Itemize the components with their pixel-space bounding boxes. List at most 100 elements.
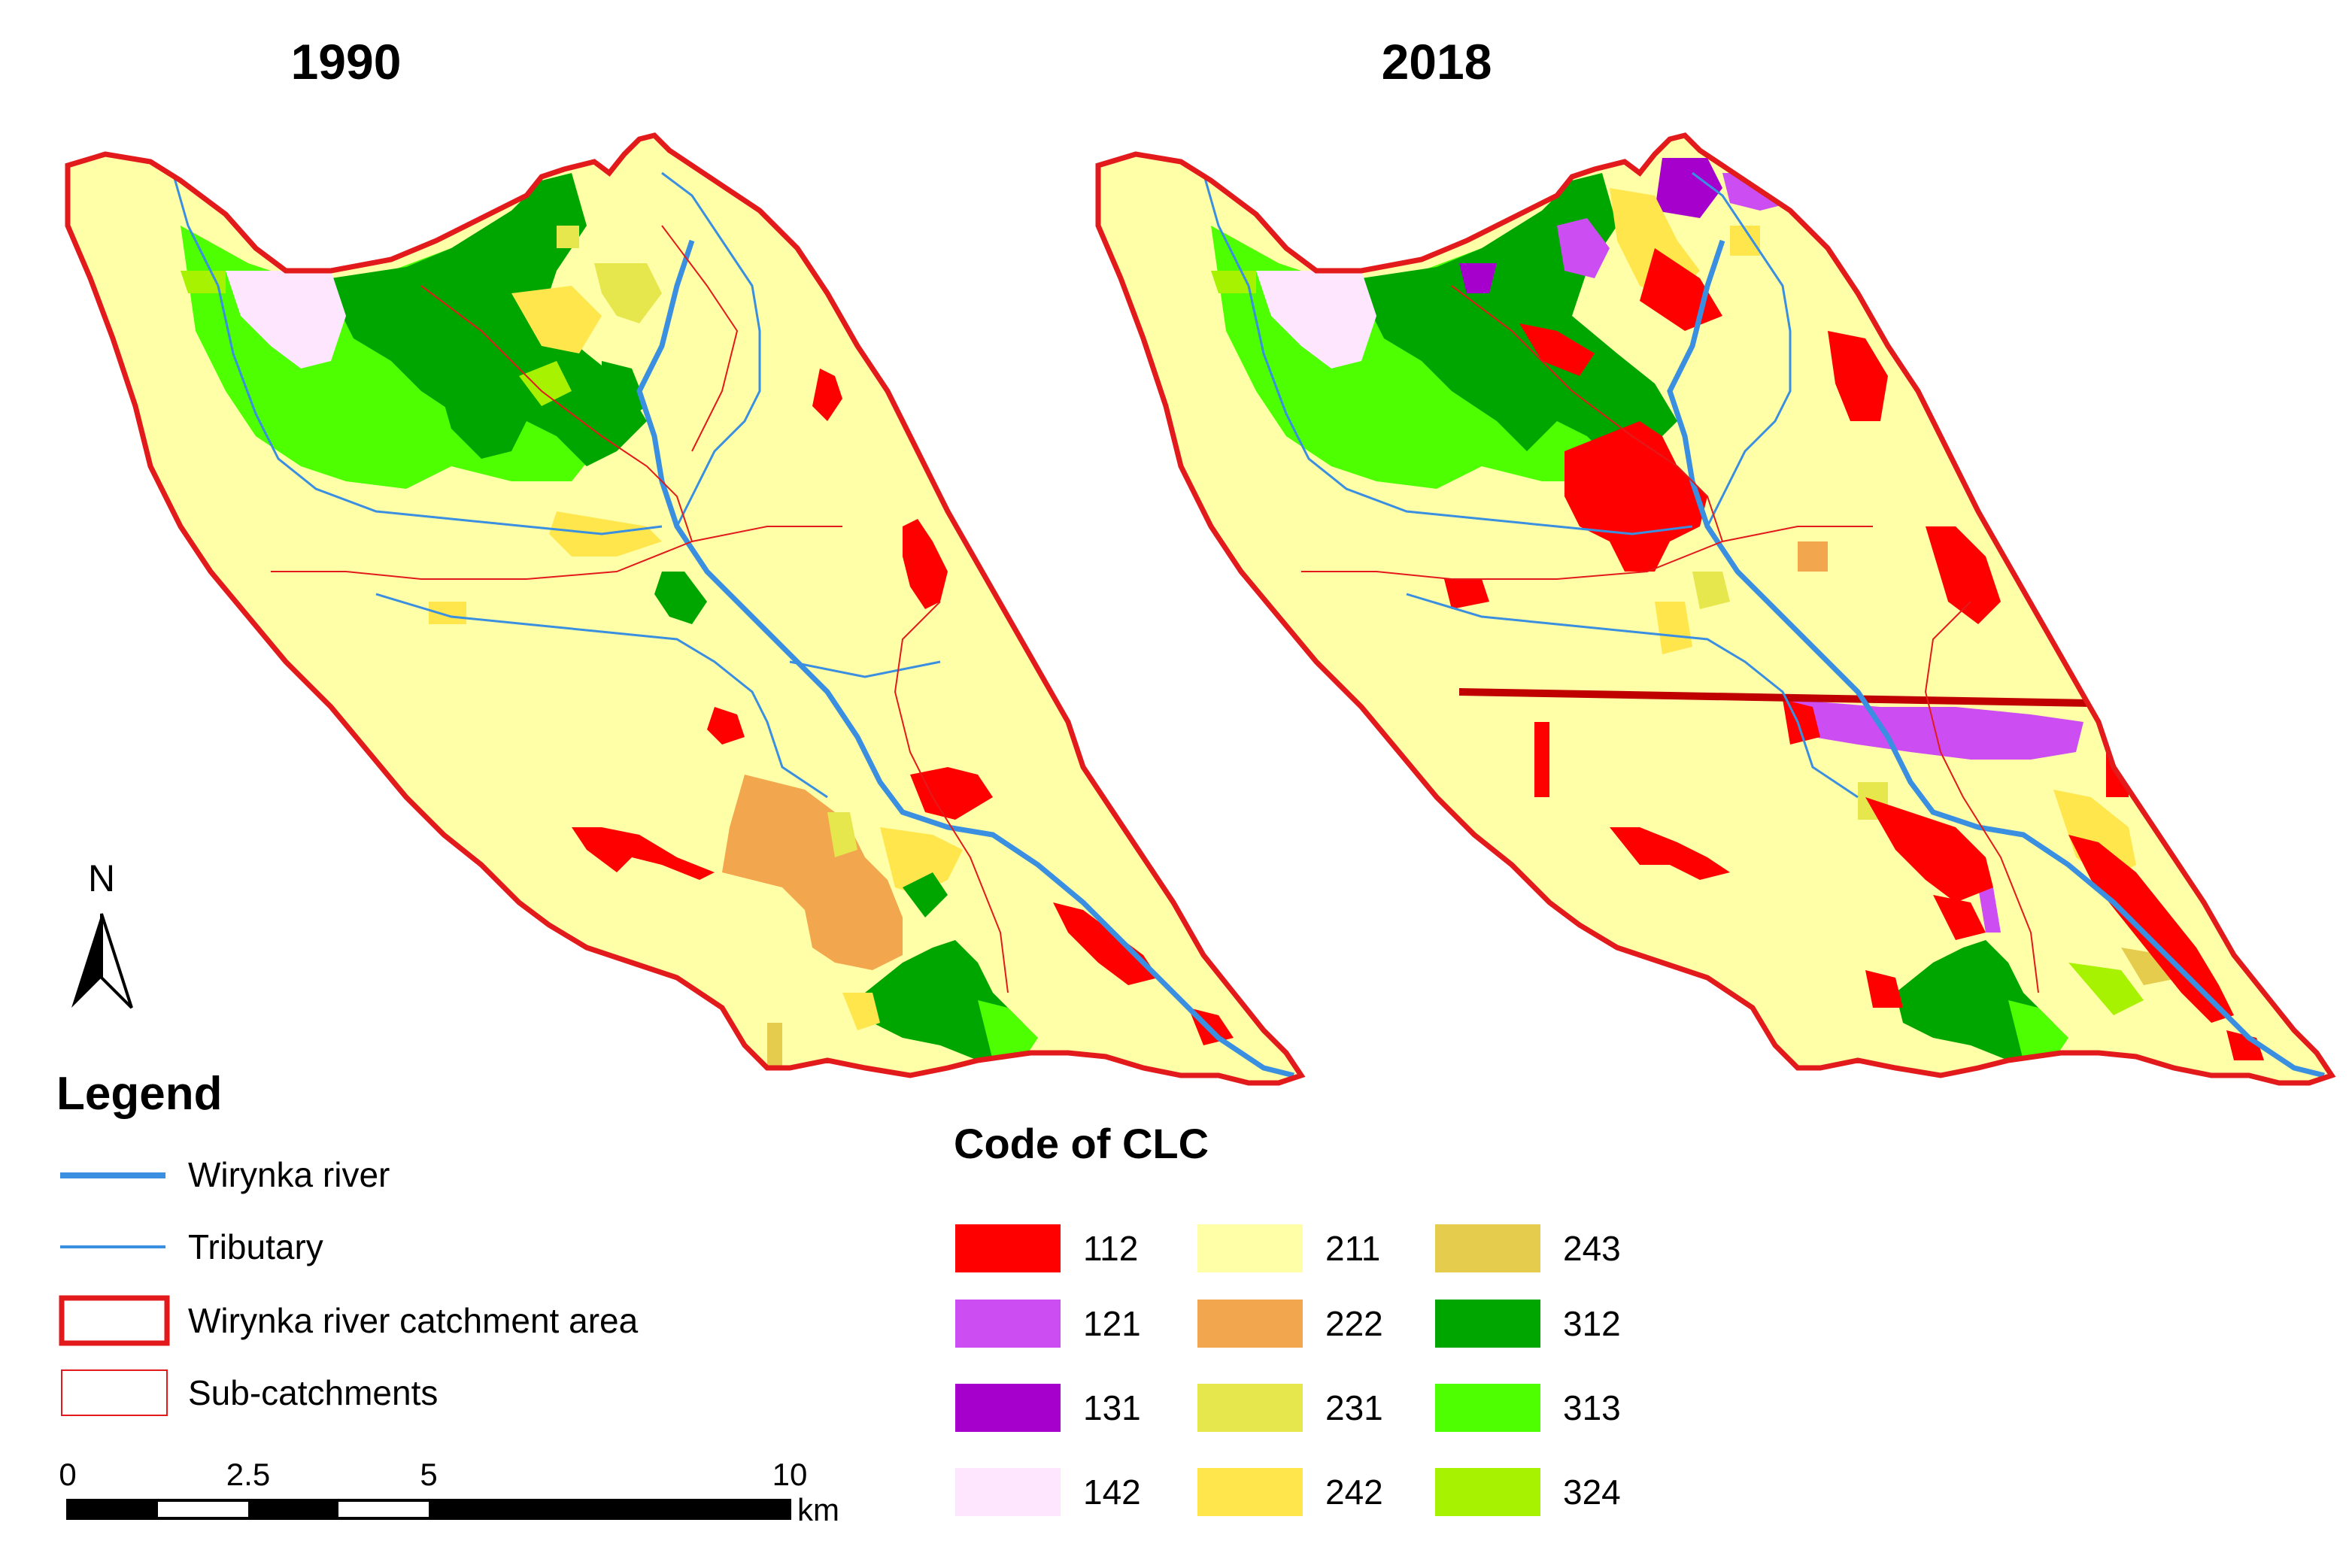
clc-231-patch	[1692, 572, 1730, 609]
clc-swatch-231	[1197, 1384, 1303, 1432]
legend-title: Legend	[56, 1068, 222, 1120]
clc-112-road	[1459, 688, 2091, 707]
tributary	[1202, 172, 1693, 535]
clc-112-patch	[1564, 421, 1707, 572]
scale-bar: 0 2.5 5 10 km	[59, 1457, 839, 1527]
north-arrow-right-half	[100, 913, 133, 1009]
sub-catchment	[1924, 601, 2039, 993]
north-label: N	[88, 857, 115, 899]
clc-242-patch	[1655, 602, 1692, 654]
wirynka-river	[1667, 239, 2325, 1078]
legend-label-sub-catchments: Sub-catchments	[188, 1373, 438, 1412]
clc-112-patch	[572, 827, 715, 880]
clc-222-patch	[722, 775, 903, 970]
clc-112-patch	[1865, 970, 1903, 1008]
clc-242-patch	[429, 602, 466, 624]
clc-code-112: 112	[1083, 1229, 1138, 1268]
clc-324-patch	[519, 361, 572, 406]
clc-112-patch	[1926, 526, 2001, 624]
clc-112-patch	[1610, 827, 1730, 880]
map-title-1990: 1990	[291, 34, 402, 89]
clc-112-patch	[1933, 895, 1986, 940]
clc-112-patch	[1534, 722, 1549, 797]
clc-231-patch	[827, 812, 857, 857]
clc-swatch-112	[955, 1224, 1061, 1272]
clc-142-patch	[226, 271, 346, 368]
sub-catchment	[661, 225, 739, 452]
tributary	[1692, 171, 1792, 527]
clc-swatch-242	[1197, 1468, 1303, 1516]
sub-catchment	[894, 601, 1009, 993]
clc-312-patch	[903, 872, 948, 917]
clc-243-patch	[767, 1023, 782, 1068]
clc-swatch-121	[955, 1300, 1061, 1348]
clc-242-patch	[1730, 226, 1760, 256]
clc-112-patch	[2068, 835, 2234, 1023]
map-title-2018: 2018	[1382, 34, 1492, 89]
wirynka-river	[636, 239, 1294, 1078]
clc-242-patch	[511, 286, 602, 353]
clc-code-231: 231	[1325, 1388, 1383, 1427]
clc-242-patch	[842, 993, 880, 1030]
tributary	[375, 593, 828, 799]
clc-313-patch	[978, 1000, 1038, 1060]
clc-121-patch	[1790, 699, 2083, 760]
map-2018: 2018	[1095, 34, 2336, 1086]
legend-symbol-catchment	[59, 1295, 170, 1346]
tributary	[661, 171, 761, 527]
catchment-boundary-2018	[1095, 132, 2336, 1086]
clc-231-patch	[594, 263, 662, 323]
tributary	[171, 172, 663, 535]
scale-unit: km	[797, 1492, 839, 1527]
legend-label-wirynka-river: Wirynka river	[188, 1155, 390, 1194]
clc-code-131: 131	[1083, 1388, 1141, 1427]
scale-segment-5	[429, 1500, 790, 1518]
scale-segment-3	[248, 1500, 338, 1518]
scale-tick-2-5: 2.5	[226, 1457, 270, 1492]
clc-legend: Code of CLC 112 121 131 142 211 222 231 242 243 3…	[954, 1120, 1621, 1516]
north-arrow-left-half	[71, 914, 102, 1008]
tributary	[789, 660, 941, 678]
clc-code-312: 312	[1563, 1304, 1621, 1343]
clc-222-patch	[1798, 541, 1828, 572]
clc-code-324: 324	[1563, 1472, 1621, 1512]
legend-symbol-sub-catchments	[61, 1369, 168, 1416]
clc-112-patch	[1865, 797, 1993, 902]
clc-131-patch	[1459, 263, 1497, 293]
clc-112-patch	[910, 767, 993, 820]
clc-312-patch	[602, 361, 647, 421]
clc-swatches: 112 121 131 142 211 222 231 242 243 312 313 324	[955, 1224, 1621, 1516]
legend-label-catchment: Wirynka river catchment area	[188, 1301, 639, 1340]
clc-title: Code of CLC	[954, 1120, 1209, 1167]
clc-112-patch	[707, 707, 745, 745]
clc-121-patch	[1978, 887, 2001, 933]
clc-code-242: 242	[1325, 1472, 1383, 1512]
scale-segment-1	[68, 1500, 158, 1518]
clc-112-patch	[1828, 331, 1888, 421]
clc-swatch-324	[1435, 1468, 1540, 1516]
catchment-boundary-1990	[65, 132, 1306, 1086]
clc-code-313: 313	[1563, 1388, 1621, 1427]
legend: Legend Wirynka river Tributary Wirynka r…	[56, 1068, 639, 1416]
clc-code-211: 211	[1325, 1229, 1380, 1268]
clc-112-patch	[1444, 579, 1489, 609]
clc-112-patch	[2226, 1030, 2264, 1060]
clc-313-patch	[2008, 1000, 2068, 1060]
sub-catchment	[420, 285, 693, 542]
clc-swatch-211	[1197, 1224, 1303, 1272]
sub-catchment	[1301, 526, 1873, 580]
clc-312-patch	[865, 940, 1023, 1060]
scale-tick-0: 0	[59, 1457, 76, 1492]
clc-swatch-313	[1435, 1384, 1540, 1432]
scale-tick-10: 10	[772, 1457, 808, 1492]
sub-catchment	[271, 526, 842, 580]
legend-label-tributary: Tributary	[188, 1227, 323, 1266]
tributary	[1406, 593, 1859, 799]
clc-312-patch	[436, 316, 527, 459]
clc-242-patch	[880, 827, 963, 895]
clc-231-patch	[557, 226, 579, 248]
clc-swatch-243	[1435, 1224, 1540, 1272]
clc-312-patch	[654, 572, 707, 624]
clc-swatch-222	[1197, 1300, 1303, 1348]
